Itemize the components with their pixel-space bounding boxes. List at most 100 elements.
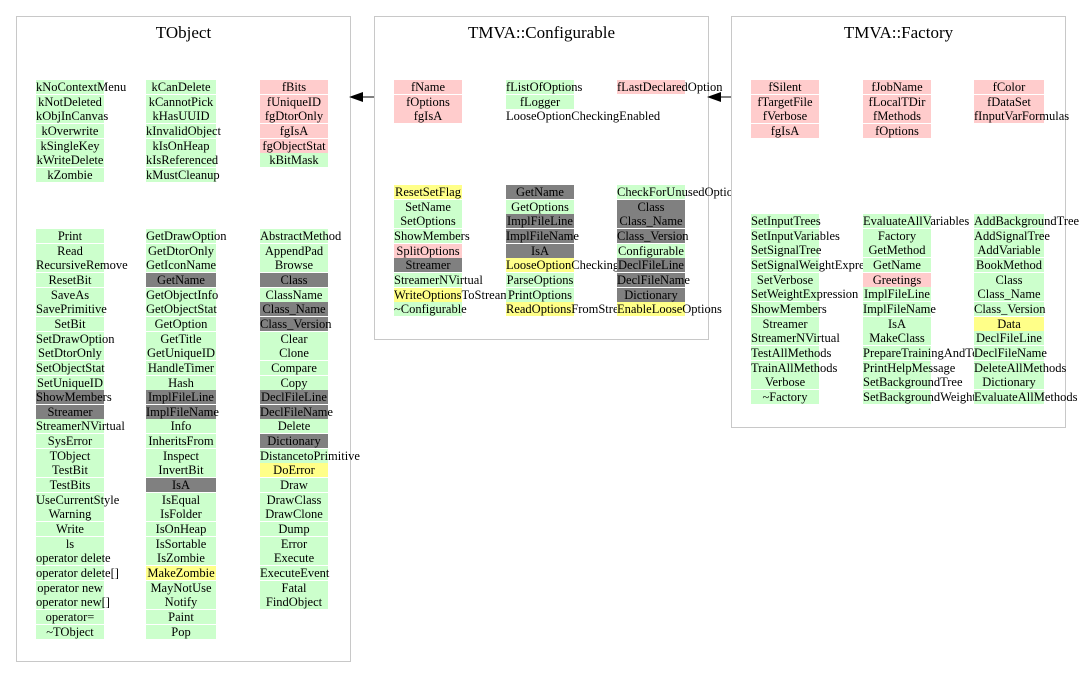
member-kzombie: kZombie <box>36 167 104 182</box>
member-class-name: Class_Name <box>974 287 1044 302</box>
member-doerror: DoError <box>260 463 328 478</box>
member-clear: Clear <box>260 331 328 346</box>
member-isa: IsA <box>146 478 216 493</box>
member-handletimer: HandleTimer <box>146 360 216 375</box>
member-class-version: Class_Version <box>260 316 332 331</box>
member-knocontextmenu: kNoContextMenu <box>36 80 127 94</box>
member-classname: ClassName <box>260 287 328 302</box>
member-kisreferenced: kIsReferenced <box>146 153 219 168</box>
member-saveas: SaveAs <box>36 287 104 302</box>
member-addvariable: AddVariable <box>974 243 1044 258</box>
member-setuniqueid: SetUniqueID <box>36 375 104 390</box>
member-class: Class <box>260 272 328 287</box>
member-warning: Warning <box>36 507 104 522</box>
member-funiqueid: fUniqueID <box>260 94 328 109</box>
member-class-version: Class_Version <box>617 228 689 243</box>
member-kmustcleanup: kMustCleanup <box>146 167 220 182</box>
member-abstractmethod: AbstractMethod <box>260 229 342 243</box>
member-showmembers: ShowMembers <box>36 390 112 405</box>
member-isonheap: IsOnHeap <box>146 522 216 536</box>
member-operator-new: operator new <box>36 580 104 595</box>
member-drawclone: DrawClone <box>260 507 328 522</box>
member-info: Info <box>146 419 216 434</box>
member-clone: Clone <box>260 346 328 361</box>
member-setinputvariables: SetInputVariables <box>751 228 840 243</box>
member-declfileline: DeclFileLine <box>617 258 685 273</box>
member-setbit: SetBit <box>36 316 104 331</box>
member-fgisa: fgIsA <box>394 109 462 124</box>
member-iszombie: IsZombie <box>146 551 216 566</box>
member-fgisa: fgIsA <box>751 123 819 138</box>
member-declfileline: DeclFileLine <box>260 390 328 405</box>
member-kisonheap: kIsOnHeap <box>146 138 216 153</box>
member-factory: Factory <box>863 228 931 243</box>
member-fsilent: fSilent <box>751 80 819 94</box>
member-ftargetfile: fTargetFile <box>751 94 819 109</box>
member-getdtoronly: GetDtorOnly <box>146 243 216 258</box>
member-addsignaltree: AddSignalTree <box>974 228 1050 243</box>
member-class: Class <box>617 199 685 214</box>
member-isfolder: IsFolder <box>146 507 216 522</box>
member-implfilename: ImplFileName <box>506 228 579 243</box>
member-implfilename: ImplFileName <box>146 404 219 419</box>
member-streamer: Streamer <box>751 316 819 331</box>
member-getoption: GetOption <box>146 316 216 331</box>
member-implfilename: ImplFileName <box>863 301 936 316</box>
member-issortable: IsSortable <box>146 536 216 551</box>
member-fjobname: fJobName <box>863 80 931 94</box>
class-title: TMVA::Configurable <box>467 23 615 42</box>
member-browse: Browse <box>260 258 328 273</box>
member-fbits: fBits <box>260 80 328 94</box>
member-setverbose: SetVerbose <box>751 272 819 287</box>
member-declfilename: DeclFileName <box>974 345 1047 360</box>
member-streamernvirtual: StreamerNVirtual <box>751 331 840 346</box>
member-deleteallmethods: DeleteAllMethods <box>974 360 1067 375</box>
member-operator-: operator= <box>36 609 104 624</box>
member-printoptions: PrintOptions <box>506 287 574 302</box>
member-implfileline: ImplFileLine <box>146 390 216 405</box>
member-flocaltdir: fLocalTDir <box>863 94 931 109</box>
member-implfileline: ImplFileLine <box>506 214 574 229</box>
member-read: Read <box>36 243 104 258</box>
member-hash: Hash <box>146 375 216 390</box>
member-dictionary: Dictionary <box>974 375 1044 390</box>
member-showmembers: ShowMembers <box>394 228 470 243</box>
member-setobjectstat: SetObjectStat <box>36 360 105 375</box>
member-fname: fName <box>394 80 462 94</box>
member-execute: Execute <box>260 551 328 566</box>
member-ls: ls <box>36 536 104 551</box>
member-drawclass: DrawClass <box>260 492 328 507</box>
member-declfileline: DeclFileLine <box>974 331 1044 346</box>
member-declfilename: DeclFileName <box>260 404 333 419</box>
member-class-name: Class_Name <box>260 302 328 317</box>
member-geticonname: GetIconName <box>146 258 217 273</box>
member-kbitmask: kBitMask <box>260 153 328 168</box>
member-foptions: fOptions <box>394 94 462 109</box>
member-parseoptions: ParseOptions <box>506 272 574 287</box>
member-operator-delete: operator delete <box>36 551 111 566</box>
member-class-name: Class_Name <box>617 214 685 229</box>
member-paint: Paint <box>146 609 216 624</box>
member-flistofoptions: fListOfOptions <box>506 80 583 94</box>
member-fcolor: fColor <box>974 80 1044 94</box>
member-inspect: Inspect <box>146 448 216 463</box>
member-maynotuse: MayNotUse <box>146 580 216 595</box>
class-title: TObject <box>155 23 212 42</box>
member-streamernvirtual: StreamerNVirtual <box>36 419 125 434</box>
member-kcandelete: kCanDelete <box>146 80 216 94</box>
member-fmethods: fMethods <box>863 109 931 124</box>
member-configurable: Configurable <box>617 243 685 258</box>
member-fdataset: fDataSet <box>974 94 1044 109</box>
member-getname: GetName <box>506 185 574 199</box>
member-setoptions: SetOptions <box>394 214 462 229</box>
class-title: TMVA::Factory <box>843 23 954 42</box>
member-testallmethods: TestAllMethods <box>751 345 832 360</box>
member-kwritedelete: kWriteDelete <box>36 153 104 168</box>
member-bookmethod: BookMethod <box>974 257 1044 272</box>
member-kinvalidobject: kInvalidObject <box>146 123 221 138</box>
member-dump: Dump <box>260 522 328 536</box>
member--tobject: ~TObject <box>36 624 104 639</box>
member-isequal: IsEqual <box>146 492 216 507</box>
member-greetings: Greetings <box>863 272 931 287</box>
